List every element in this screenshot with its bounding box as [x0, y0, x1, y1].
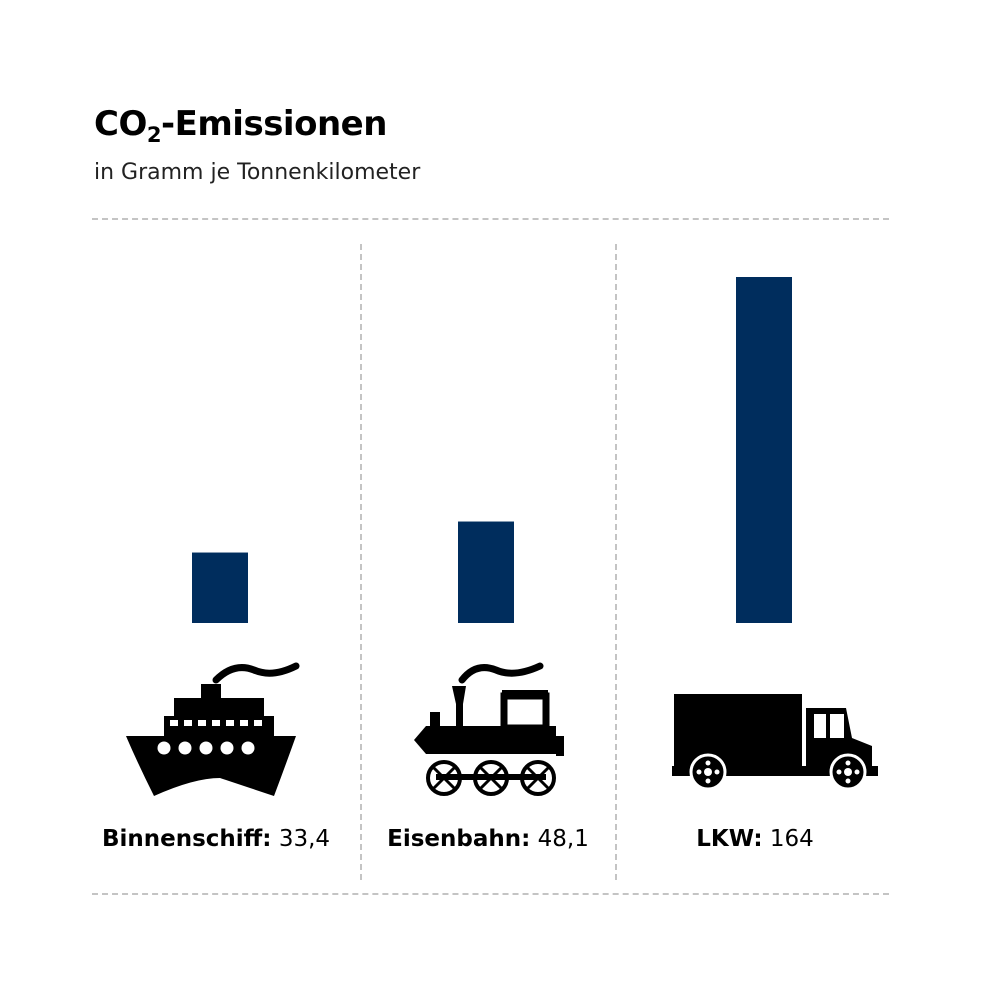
bar-eisenbahn [458, 521, 514, 623]
category-label-lkw: LKW: 164 [696, 826, 814, 852]
top-divider [92, 218, 889, 220]
train-icon [414, 662, 564, 796]
truck-icon [672, 694, 878, 790]
ship-icon [126, 662, 300, 796]
chart-title: CO2-Emissionen [94, 104, 387, 147]
bar-lkw [736, 277, 792, 623]
category-label-binnenschiff: Binnenschiff: 33,4 [101, 826, 331, 852]
column-divider-2 [615, 244, 617, 880]
chart-subtitle: in Gramm je Tonnenkilometer [94, 160, 421, 185]
bar-binnenschiff [192, 552, 248, 623]
column-divider-1 [360, 244, 362, 880]
bottom-divider [92, 893, 889, 895]
category-label-eisenbahn: Eisenbahn: 48,1 [387, 826, 589, 852]
